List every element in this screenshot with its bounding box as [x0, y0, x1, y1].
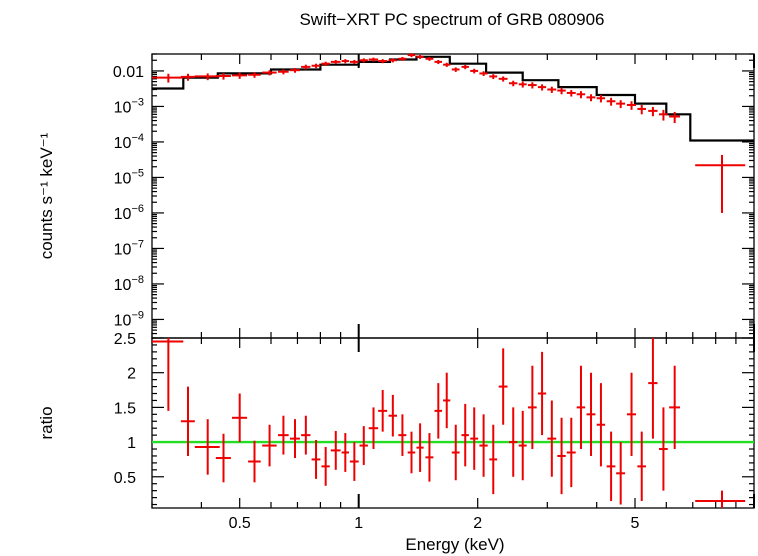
y-tick-label: 1: [127, 435, 136, 452]
y-tick-label: 10−4: [114, 132, 144, 152]
lower-panel: 0.5 1 1.5 2 2.5 0.5 1 2 5 ratio Energy (keV): [37, 331, 755, 554]
lower-panel-frame: [151, 337, 755, 509]
chart-title: Swift−XRT PC spectrum of GRB 080906: [299, 10, 604, 29]
y-tick-label: 2.5: [114, 331, 136, 348]
y-tick-label: 1.5: [114, 400, 136, 417]
x-tick-label: 5: [631, 515, 640, 532]
y-tick-label: 10−3: [114, 96, 144, 116]
x-tick-label: 1: [354, 515, 363, 532]
y-tick-label: 0.5: [114, 470, 136, 487]
x-tick-label: 2: [473, 515, 482, 532]
x-axis-label: Energy (keV): [405, 535, 504, 554]
upper-panel: 0.01 10−3 10−4 10−5 10−6 10−7 10−8 10−9 counts …: [37, 53, 755, 339]
x-tick-label: 0.5: [229, 515, 251, 532]
lower-axis-ticks: 0.5 1 1.5 2 2.5 0.5 1 2 5: [114, 331, 755, 532]
y-tick-label: 10−5: [114, 167, 144, 187]
y-tick-label: 0.01: [113, 64, 144, 81]
y-tick-label: 10−8: [114, 274, 144, 294]
y-tick-label: 10−9: [114, 309, 144, 329]
upper-panel-frame: [151, 53, 755, 339]
spectrum-data-points: [152, 53, 746, 213]
upper-y-axis-label: counts s⁻¹ keV⁻¹: [37, 132, 56, 259]
lower-y-axis-label: ratio: [37, 406, 56, 439]
y-tick-label: 2: [127, 366, 136, 383]
upper-axis-ticks: 0.01 10−3 10−4 10−5 10−6 10−7 10−8 10−9: [113, 53, 755, 339]
y-tick-label: 10−6: [114, 203, 144, 223]
ratio-data-points: [152, 338, 746, 508]
y-tick-label: 10−7: [114, 238, 144, 258]
